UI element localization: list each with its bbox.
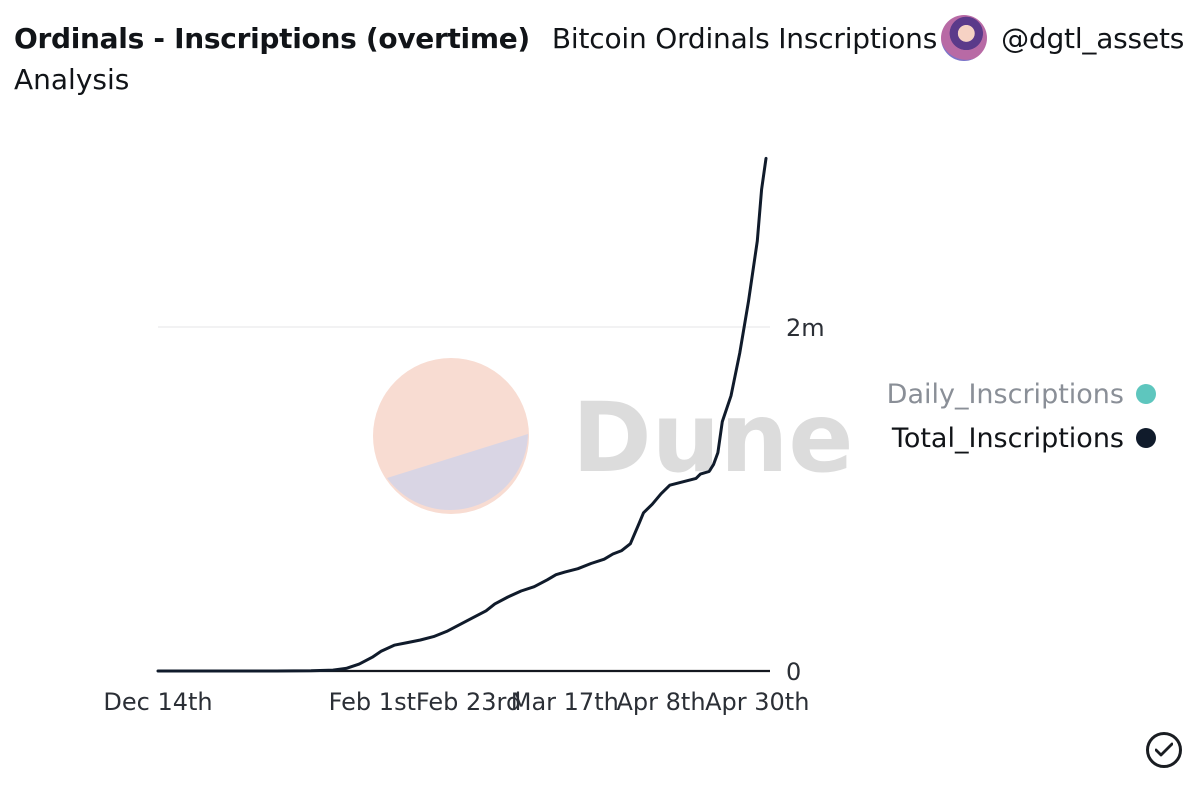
title-row: Ordinals - Inscriptions (overtime) Bitco… — [14, 12, 1190, 64]
series-lines — [156, 156, 768, 673]
x-tick-label: Feb 23rd — [416, 688, 521, 716]
series-line-total-inscriptions — [156, 156, 768, 673]
x-tick-label: Apr 30th — [705, 688, 809, 716]
x-tick-label: Mar 17th — [511, 688, 619, 716]
x-tick-label: Feb 1st — [329, 688, 416, 716]
chart-title[interactable]: Ordinals - Inscriptions (overtime) — [14, 21, 530, 55]
query-name[interactable]: Bitcoin Ordinals Inscriptions — [551, 21, 938, 55]
watermark-logo-bottom — [387, 434, 528, 511]
legend-label: Total_Inscriptions — [891, 422, 1124, 454]
legend-label: Daily_Inscriptions — [886, 378, 1124, 410]
check-mark-icon — [1155, 742, 1173, 757]
y-tick-label: 0 — [786, 658, 801, 686]
y-tick-label: 2m — [786, 314, 825, 342]
watermark-text: Dune — [572, 382, 853, 494]
y-axis-ticks: 0 2m — [786, 314, 825, 686]
query-name-continued[interactable]: Analysis — [14, 63, 130, 96]
legend-dot-icon — [1136, 384, 1156, 404]
dune-watermark: Dune — [373, 358, 853, 514]
legend-item-daily-inscriptions[interactable]: Daily_Inscriptions — [887, 372, 1156, 416]
chart-header: Ordinals - Inscriptions (overtime) Bitco… — [14, 12, 1190, 102]
check-circle-icon[interactable] — [1146, 732, 1182, 768]
author-handle[interactable]: @dgtl_assets — [1001, 21, 1185, 55]
x-tick-label: Dec 14th — [103, 688, 212, 716]
legend: Daily_Inscriptions Total_Inscriptions — [887, 372, 1156, 460]
user-avatar-icon[interactable] — [941, 15, 988, 61]
legend-item-total-inscriptions[interactable]: Total_Inscriptions — [887, 416, 1156, 460]
x-tick-label: Apr 8th — [616, 688, 705, 716]
legend-dot-icon — [1136, 428, 1156, 448]
